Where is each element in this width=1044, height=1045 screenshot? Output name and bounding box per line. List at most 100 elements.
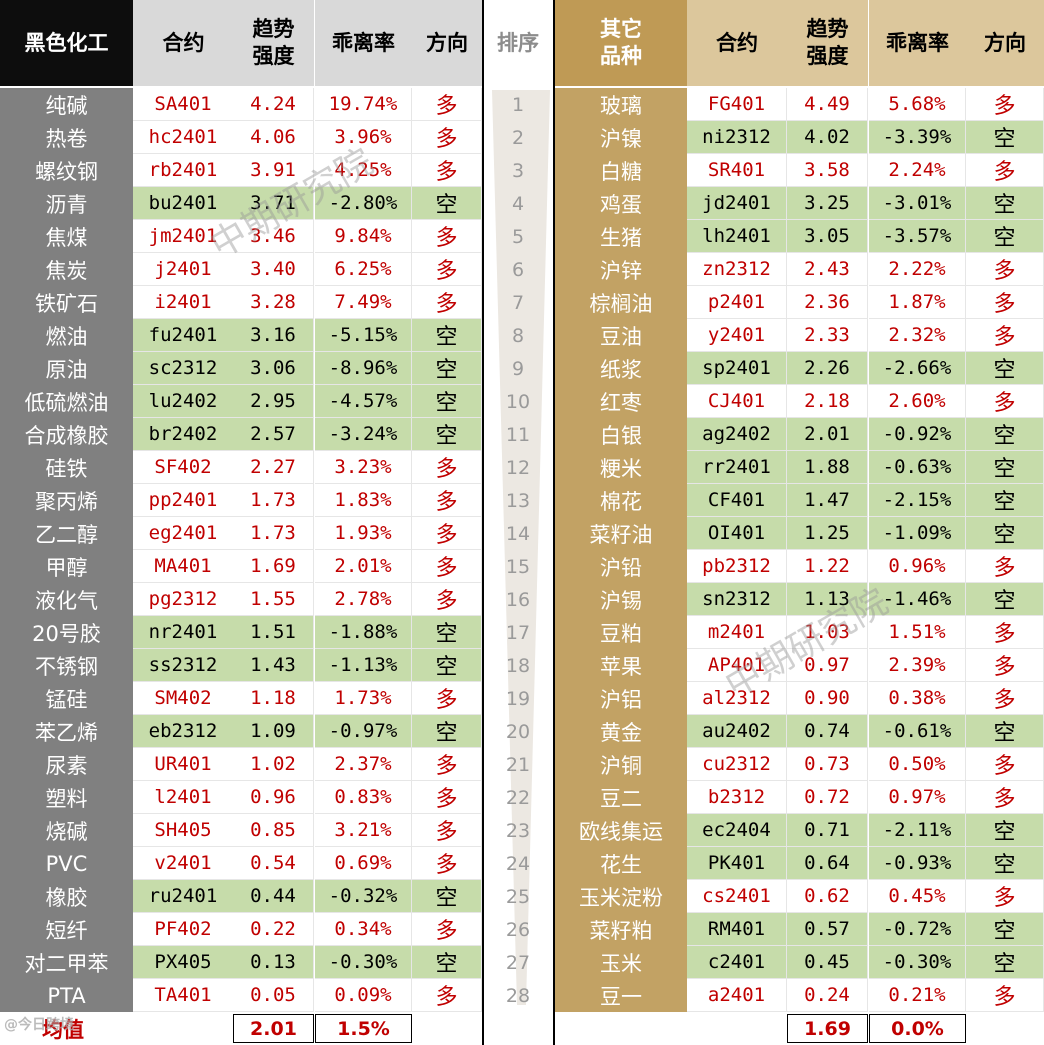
deviation-value: -2.80% xyxy=(315,187,412,220)
deviation-value: 2.01% xyxy=(315,550,412,583)
category-name: 花生 xyxy=(555,847,687,880)
rank-number: 25 xyxy=(505,885,531,908)
trend-strength-value: 1.02 xyxy=(233,748,314,781)
trend-strength-value: 3.05 xyxy=(787,220,868,253)
deviation-value: -1.88% xyxy=(315,616,412,649)
header-trend-strength-right: 趋势 强度 xyxy=(787,0,868,86)
contract-code: PX405 xyxy=(133,946,234,979)
direction-value: 空 xyxy=(966,121,1044,154)
trend-strength-value: 4.49 xyxy=(787,88,868,121)
contract-code: sp2401 xyxy=(687,352,787,385)
deviation-value: 0.96% xyxy=(869,550,966,583)
trend-strength-value: 2.01 xyxy=(787,418,868,451)
category-name: 鸡蛋 xyxy=(555,187,687,220)
direction-value: 空 xyxy=(412,352,482,385)
deviation-value: 1.87% xyxy=(869,286,966,319)
direction-value: 空 xyxy=(966,517,1044,550)
trend-strength-value: 2.36 xyxy=(787,286,868,319)
direction-value: 空 xyxy=(966,451,1044,484)
deviation-value: 2.22% xyxy=(869,253,966,286)
category-name: 苯乙烯 xyxy=(0,715,133,748)
contract-code: zn2312 xyxy=(687,253,787,286)
contract-code: MA401 xyxy=(133,550,234,583)
category-name: 烧碱 xyxy=(0,814,133,847)
deviation-value: 0.34% xyxy=(315,913,412,946)
direction-value: 多 xyxy=(412,847,482,880)
header-trend-strength: 趋势 强度 xyxy=(233,0,314,86)
category-name: 豆粕 xyxy=(555,616,687,649)
right-average-strength: 1.69 xyxy=(787,1014,868,1043)
direction-value: 多 xyxy=(966,649,1044,682)
contract-code: ec2404 xyxy=(687,814,787,847)
deviation-value: 2.32% xyxy=(869,319,966,352)
contract-code: p2401 xyxy=(687,286,787,319)
deviation-value: -2.15% xyxy=(869,484,966,517)
direction-value: 空 xyxy=(966,484,1044,517)
category-name: 豆一 xyxy=(555,979,687,1012)
category-name: 沪锌 xyxy=(555,253,687,286)
trend-strength-value: 4.06 xyxy=(233,121,314,154)
direction-value: 多 xyxy=(412,583,482,616)
contract-code: bu2401 xyxy=(133,187,234,220)
category-name: 20号胶 xyxy=(0,616,133,649)
rank-number: 2 xyxy=(511,126,525,149)
rank-number: 18 xyxy=(505,654,531,677)
direction-value: 空 xyxy=(412,946,482,979)
left-average-strength: 2.01 xyxy=(233,1014,314,1043)
deviation-value: 0.21% xyxy=(869,979,966,1012)
contract-code: v2401 xyxy=(133,847,234,880)
contract-code: au2402 xyxy=(687,715,787,748)
category-name: 塑料 xyxy=(0,781,133,814)
trend-strength-value: 1.13 xyxy=(787,583,868,616)
deviation-value: -3.57% xyxy=(869,220,966,253)
deviation-value: 9.84% xyxy=(315,220,412,253)
deviation-value: 3.23% xyxy=(315,451,412,484)
trend-strength-value: 0.22 xyxy=(233,913,314,946)
trend-strength-value: 1.03 xyxy=(787,616,868,649)
contract-code: SA401 xyxy=(133,88,234,121)
rank-number: 21 xyxy=(505,753,531,776)
deviation-value: -0.97% xyxy=(315,715,412,748)
trend-strength-value: 0.62 xyxy=(787,880,868,913)
trend-strength-value: 1.47 xyxy=(787,484,868,517)
contract-code: rr2401 xyxy=(687,451,787,484)
contract-code: b2312 xyxy=(687,781,787,814)
direction-value: 多 xyxy=(412,121,482,154)
category-name: 红枣 xyxy=(555,385,687,418)
category-name: 沪锡 xyxy=(555,583,687,616)
category-name: 白糖 xyxy=(555,154,687,187)
trend-strength-value: 1.25 xyxy=(787,517,868,550)
trend-strength-value: 2.18 xyxy=(787,385,868,418)
trend-strength-value: 4.24 xyxy=(233,88,314,121)
deviation-value: 0.69% xyxy=(315,847,412,880)
trend-strength-value: 1.73 xyxy=(233,484,314,517)
direction-value: 多 xyxy=(412,814,482,847)
category-name: 纸浆 xyxy=(555,352,687,385)
contract-code: y2401 xyxy=(687,319,787,352)
deviation-value: 0.45% xyxy=(869,880,966,913)
trend-strength-value: 0.24 xyxy=(787,979,868,1012)
category-name: 锰硅 xyxy=(0,682,133,715)
direction-value: 空 xyxy=(412,616,482,649)
direction-value: 多 xyxy=(412,88,482,121)
direction-value: 空 xyxy=(412,418,482,451)
deviation-value: -1.46% xyxy=(869,583,966,616)
trend-strength-value: 3.91 xyxy=(233,154,314,187)
rank-number: 13 xyxy=(505,489,531,512)
contract-code: pb2312 xyxy=(687,550,787,583)
direction-value: 空 xyxy=(412,187,482,220)
trend-strength-value: 2.33 xyxy=(787,319,868,352)
category-name: 合成橡胶 xyxy=(0,418,133,451)
direction-value: 多 xyxy=(412,913,482,946)
direction-value: 多 xyxy=(966,979,1044,1012)
direction-value: 多 xyxy=(412,979,482,1012)
direction-value: 空 xyxy=(412,880,482,913)
rank-number: 7 xyxy=(511,291,525,314)
direction-value: 多 xyxy=(966,550,1044,583)
trend-strength-value: 2.95 xyxy=(233,385,314,418)
deviation-value: 3.21% xyxy=(315,814,412,847)
header-deviation-right: 乖离率 xyxy=(869,0,966,86)
direction-value: 多 xyxy=(412,220,482,253)
header-contract-right: 合约 xyxy=(687,0,787,86)
category-name: 粳米 xyxy=(555,451,687,484)
